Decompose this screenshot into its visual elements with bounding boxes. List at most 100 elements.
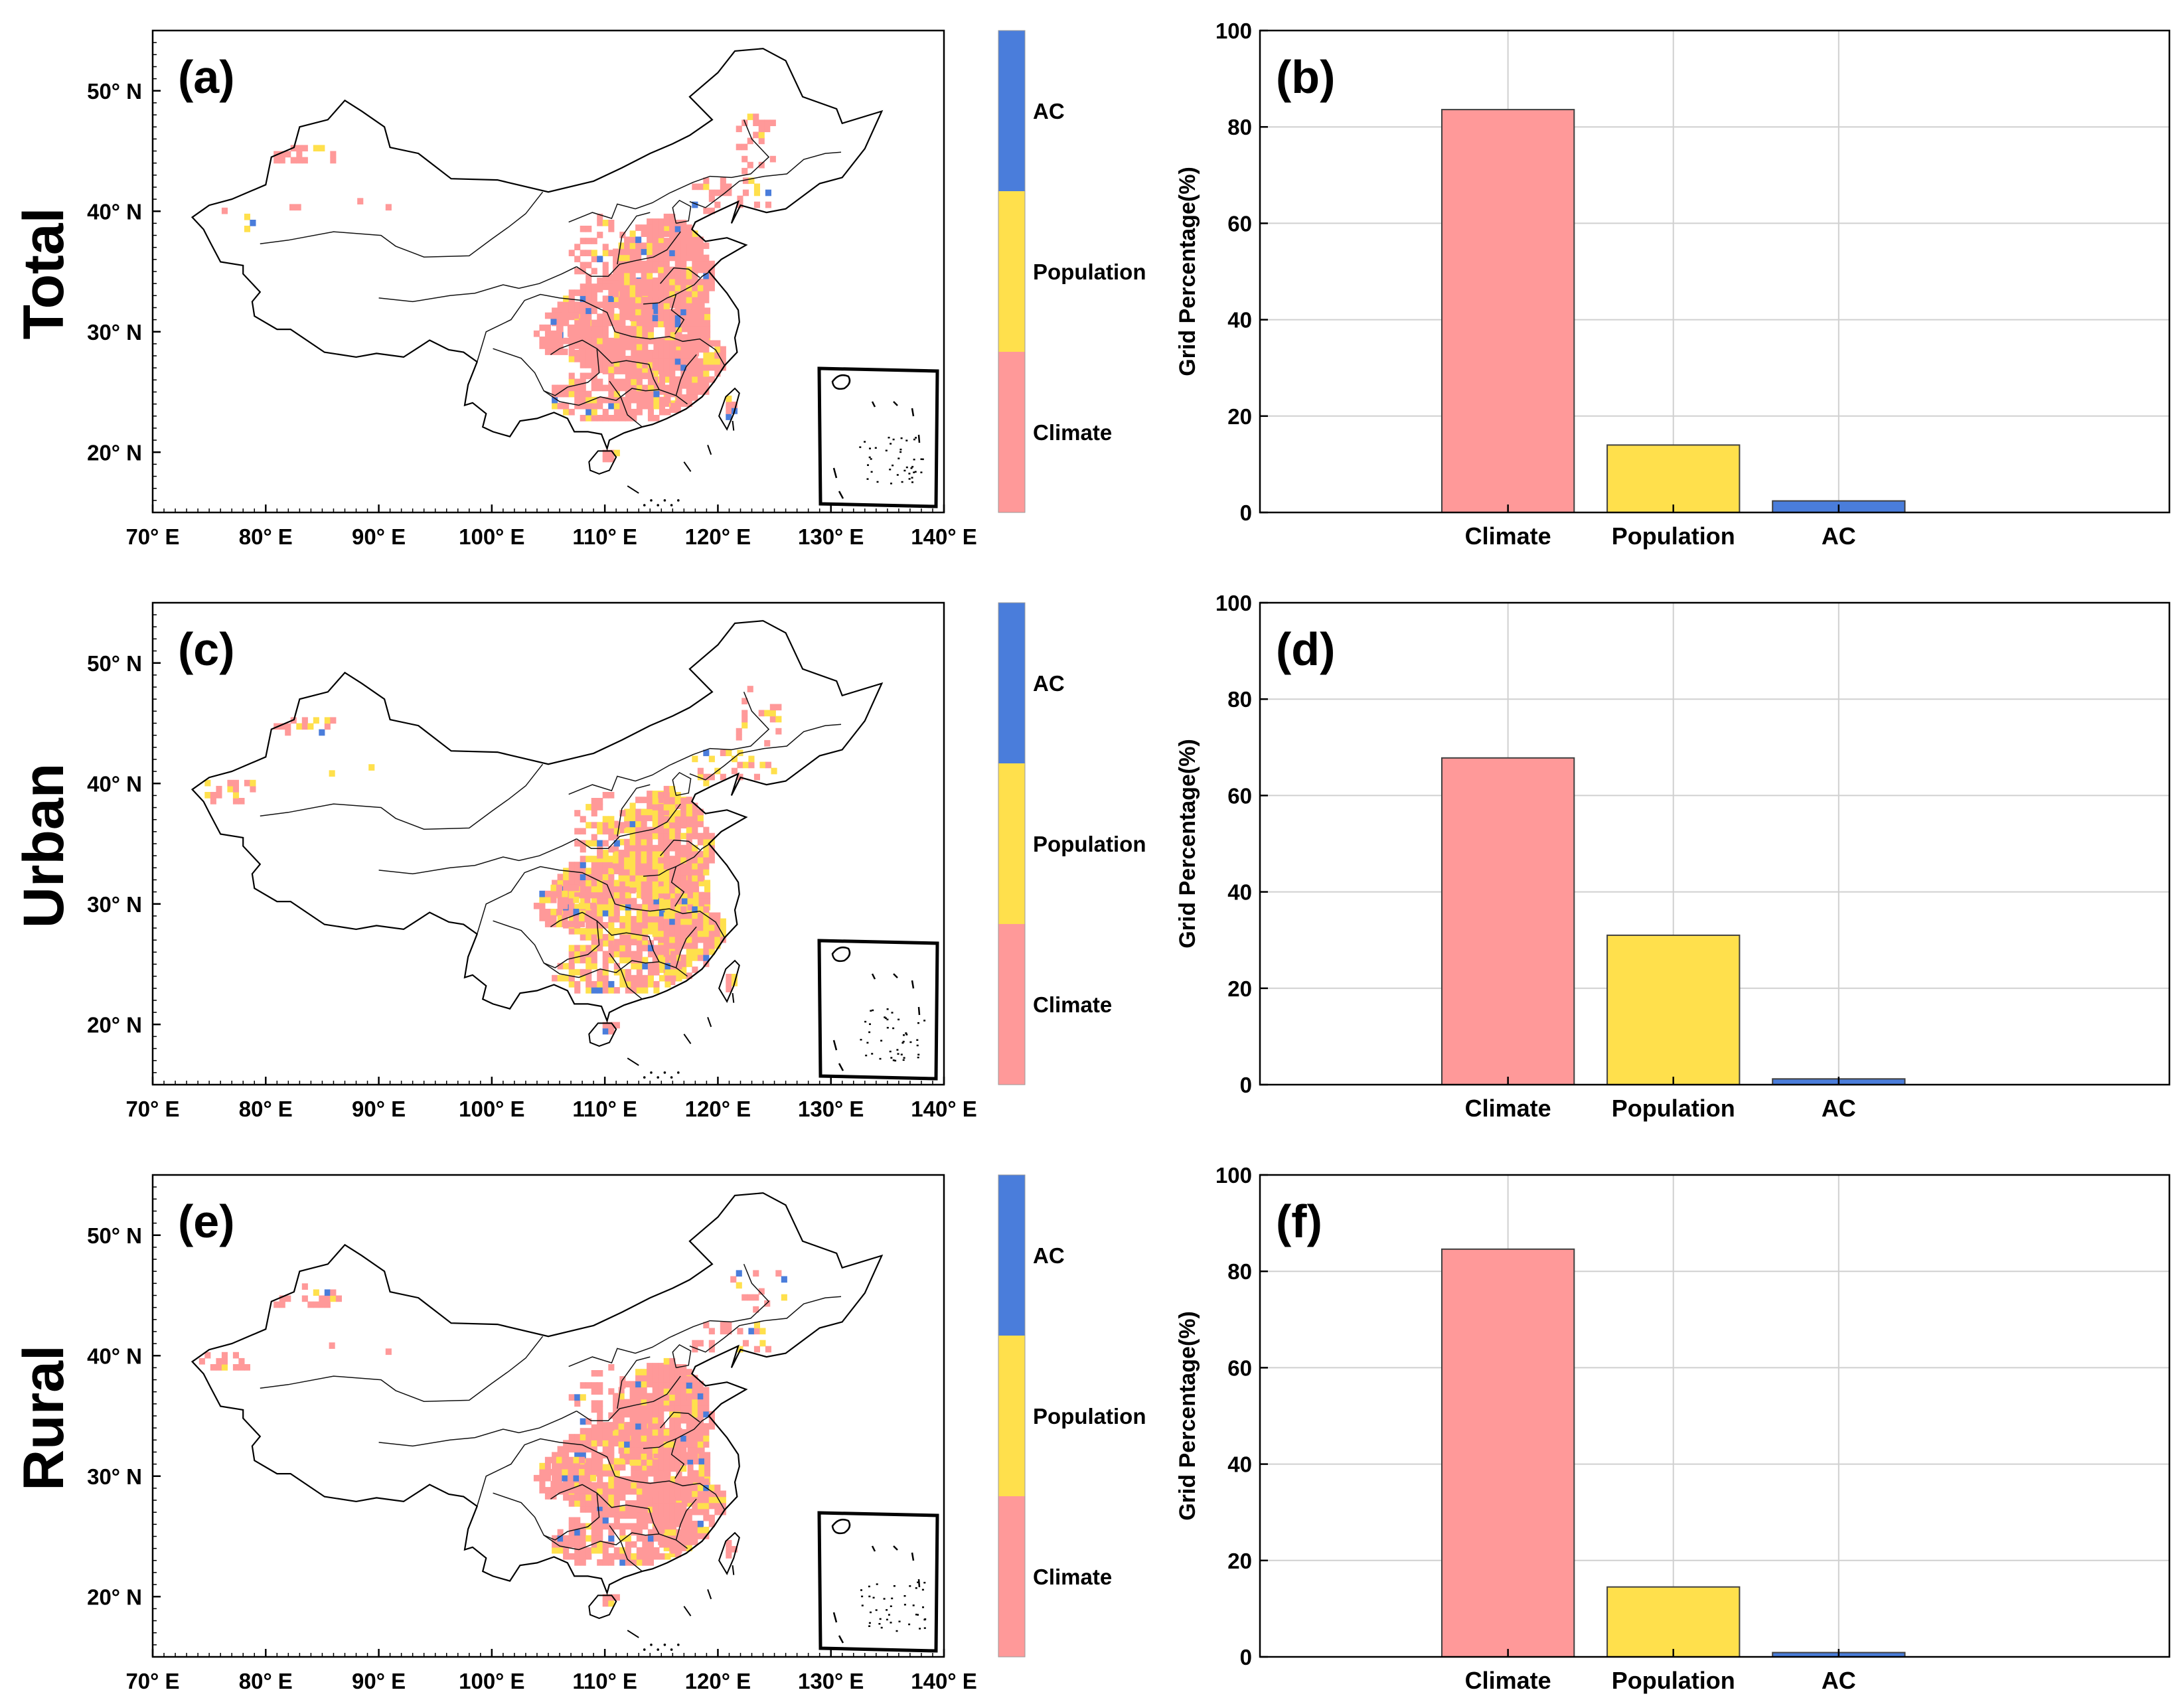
map-grid-cell	[720, 177, 726, 185]
map-grid-cell	[692, 803, 698, 809]
map-grid-cell	[698, 1470, 705, 1477]
map-grid-cell	[697, 297, 704, 303]
map-grid-cell	[708, 1346, 715, 1353]
map-grid-cell	[692, 388, 698, 395]
map-grid-cell	[602, 250, 609, 256]
map-grid-cell	[573, 1456, 580, 1464]
map-grid-cell	[686, 810, 692, 816]
map-grid-cell	[704, 319, 711, 327]
map-grid-cell	[669, 816, 676, 822]
map-grid-cell	[686, 303, 692, 309]
map-grid-cell	[625, 356, 631, 362]
map-grid-cell	[597, 277, 603, 284]
map-grid-cell	[591, 384, 597, 392]
map-grid-cell	[659, 1470, 665, 1477]
map-grid-cell	[625, 1482, 631, 1489]
map-grid-cell	[703, 906, 710, 913]
map-grid-cell	[591, 256, 597, 263]
map-grid-cell	[658, 303, 664, 309]
map-grid-cell	[697, 912, 704, 919]
map-grid-cell	[642, 1559, 649, 1566]
map-grid-cell	[669, 1429, 676, 1436]
map-grid-cell	[624, 1405, 631, 1412]
map-grid-cell	[296, 723, 303, 730]
map-grid-cell	[636, 968, 643, 976]
map-grid-cell	[216, 1364, 222, 1371]
map-grid-cell	[636, 974, 643, 982]
map-grid-cell	[613, 1464, 620, 1471]
map-grid-cell	[753, 183, 760, 191]
map-grid-cell	[635, 1399, 642, 1406]
map-grid-cell	[602, 1500, 609, 1507]
bar-y-tick-label: 20	[1227, 404, 1252, 429]
map-grid-cell	[697, 869, 704, 876]
inset-frame	[817, 1511, 939, 1653]
map-grid-cell	[726, 980, 732, 986]
map-grid-cell	[613, 408, 620, 416]
map-grid-cell	[674, 857, 681, 864]
map-grid-cell	[602, 1470, 609, 1477]
map-grid-cell	[580, 262, 586, 269]
colorbar-label: AC	[1033, 1243, 1065, 1268]
map-grid-cell	[597, 220, 603, 226]
map-grid-cell	[697, 1340, 704, 1347]
map-grid-cell	[552, 880, 558, 887]
map-grid-cell	[562, 1462, 568, 1470]
map-grid-cell	[602, 963, 609, 970]
map-grid-cell	[664, 396, 671, 404]
map-grid-cell	[686, 869, 692, 876]
map-grid-cell	[584, 324, 591, 331]
map-grid-cell	[680, 875, 687, 882]
map-grid-cell	[629, 1447, 636, 1454]
map-grid-cell	[674, 832, 681, 840]
x-tick-label: 140° E	[911, 524, 976, 549]
map-grid-cell	[591, 951, 597, 958]
map-grid-cell	[658, 346, 664, 353]
map-grid-cell	[680, 936, 687, 943]
colorbar-segment-ac	[998, 1175, 1025, 1336]
map-grid-cell	[618, 1411, 625, 1418]
map-grid-cell	[573, 1468, 580, 1476]
map-grid-cell	[726, 1328, 732, 1335]
map-grid-cell	[544, 348, 551, 355]
map-grid-cell	[703, 177, 710, 185]
map-grid-cell	[697, 236, 704, 244]
map-grid-cell	[544, 896, 551, 903]
inset-dot	[923, 1582, 926, 1584]
map-grid-cell	[703, 183, 710, 191]
map-grid-cell	[674, 1370, 681, 1377]
map-grid-cell	[686, 942, 692, 949]
map-grid-cell	[629, 309, 636, 315]
map-grid-cell	[759, 761, 766, 769]
map-grid-cell	[636, 1529, 643, 1536]
hainan-outline	[588, 1594, 617, 1619]
map-grid-cell	[692, 242, 698, 250]
map-grid-cell	[697, 1502, 704, 1509]
map-grid-cell	[663, 1514, 670, 1521]
province-border	[543, 960, 688, 978]
map-grid-cell	[692, 201, 698, 208]
map-grid-cell	[580, 1418, 586, 1425]
map-grid-cell	[563, 974, 570, 982]
inset-dot	[889, 469, 892, 471]
map-grid-cell	[708, 918, 715, 925]
map-grid-cell	[652, 955, 659, 961]
map-grid-cell	[635, 844, 642, 852]
inset-island	[831, 947, 851, 963]
map-grid-cell	[753, 1328, 760, 1335]
map-grid-cell	[619, 362, 626, 368]
bar-x-tick-label: Population	[1612, 1667, 1735, 1694]
map-grid-cell	[574, 378, 581, 386]
inset-dot	[920, 471, 923, 473]
map-grid-cell	[585, 362, 592, 368]
map-grid-cell	[680, 346, 687, 353]
map-grid-cell	[697, 278, 704, 285]
map-grid-cell	[641, 1381, 647, 1388]
map-grid-cell	[597, 974, 603, 982]
map-grid-cell	[659, 1476, 665, 1483]
map-grid-cell	[687, 874, 694, 881]
province-border	[260, 763, 544, 830]
map-grid-cell	[659, 957, 665, 964]
map-grid-cell	[557, 1446, 564, 1453]
